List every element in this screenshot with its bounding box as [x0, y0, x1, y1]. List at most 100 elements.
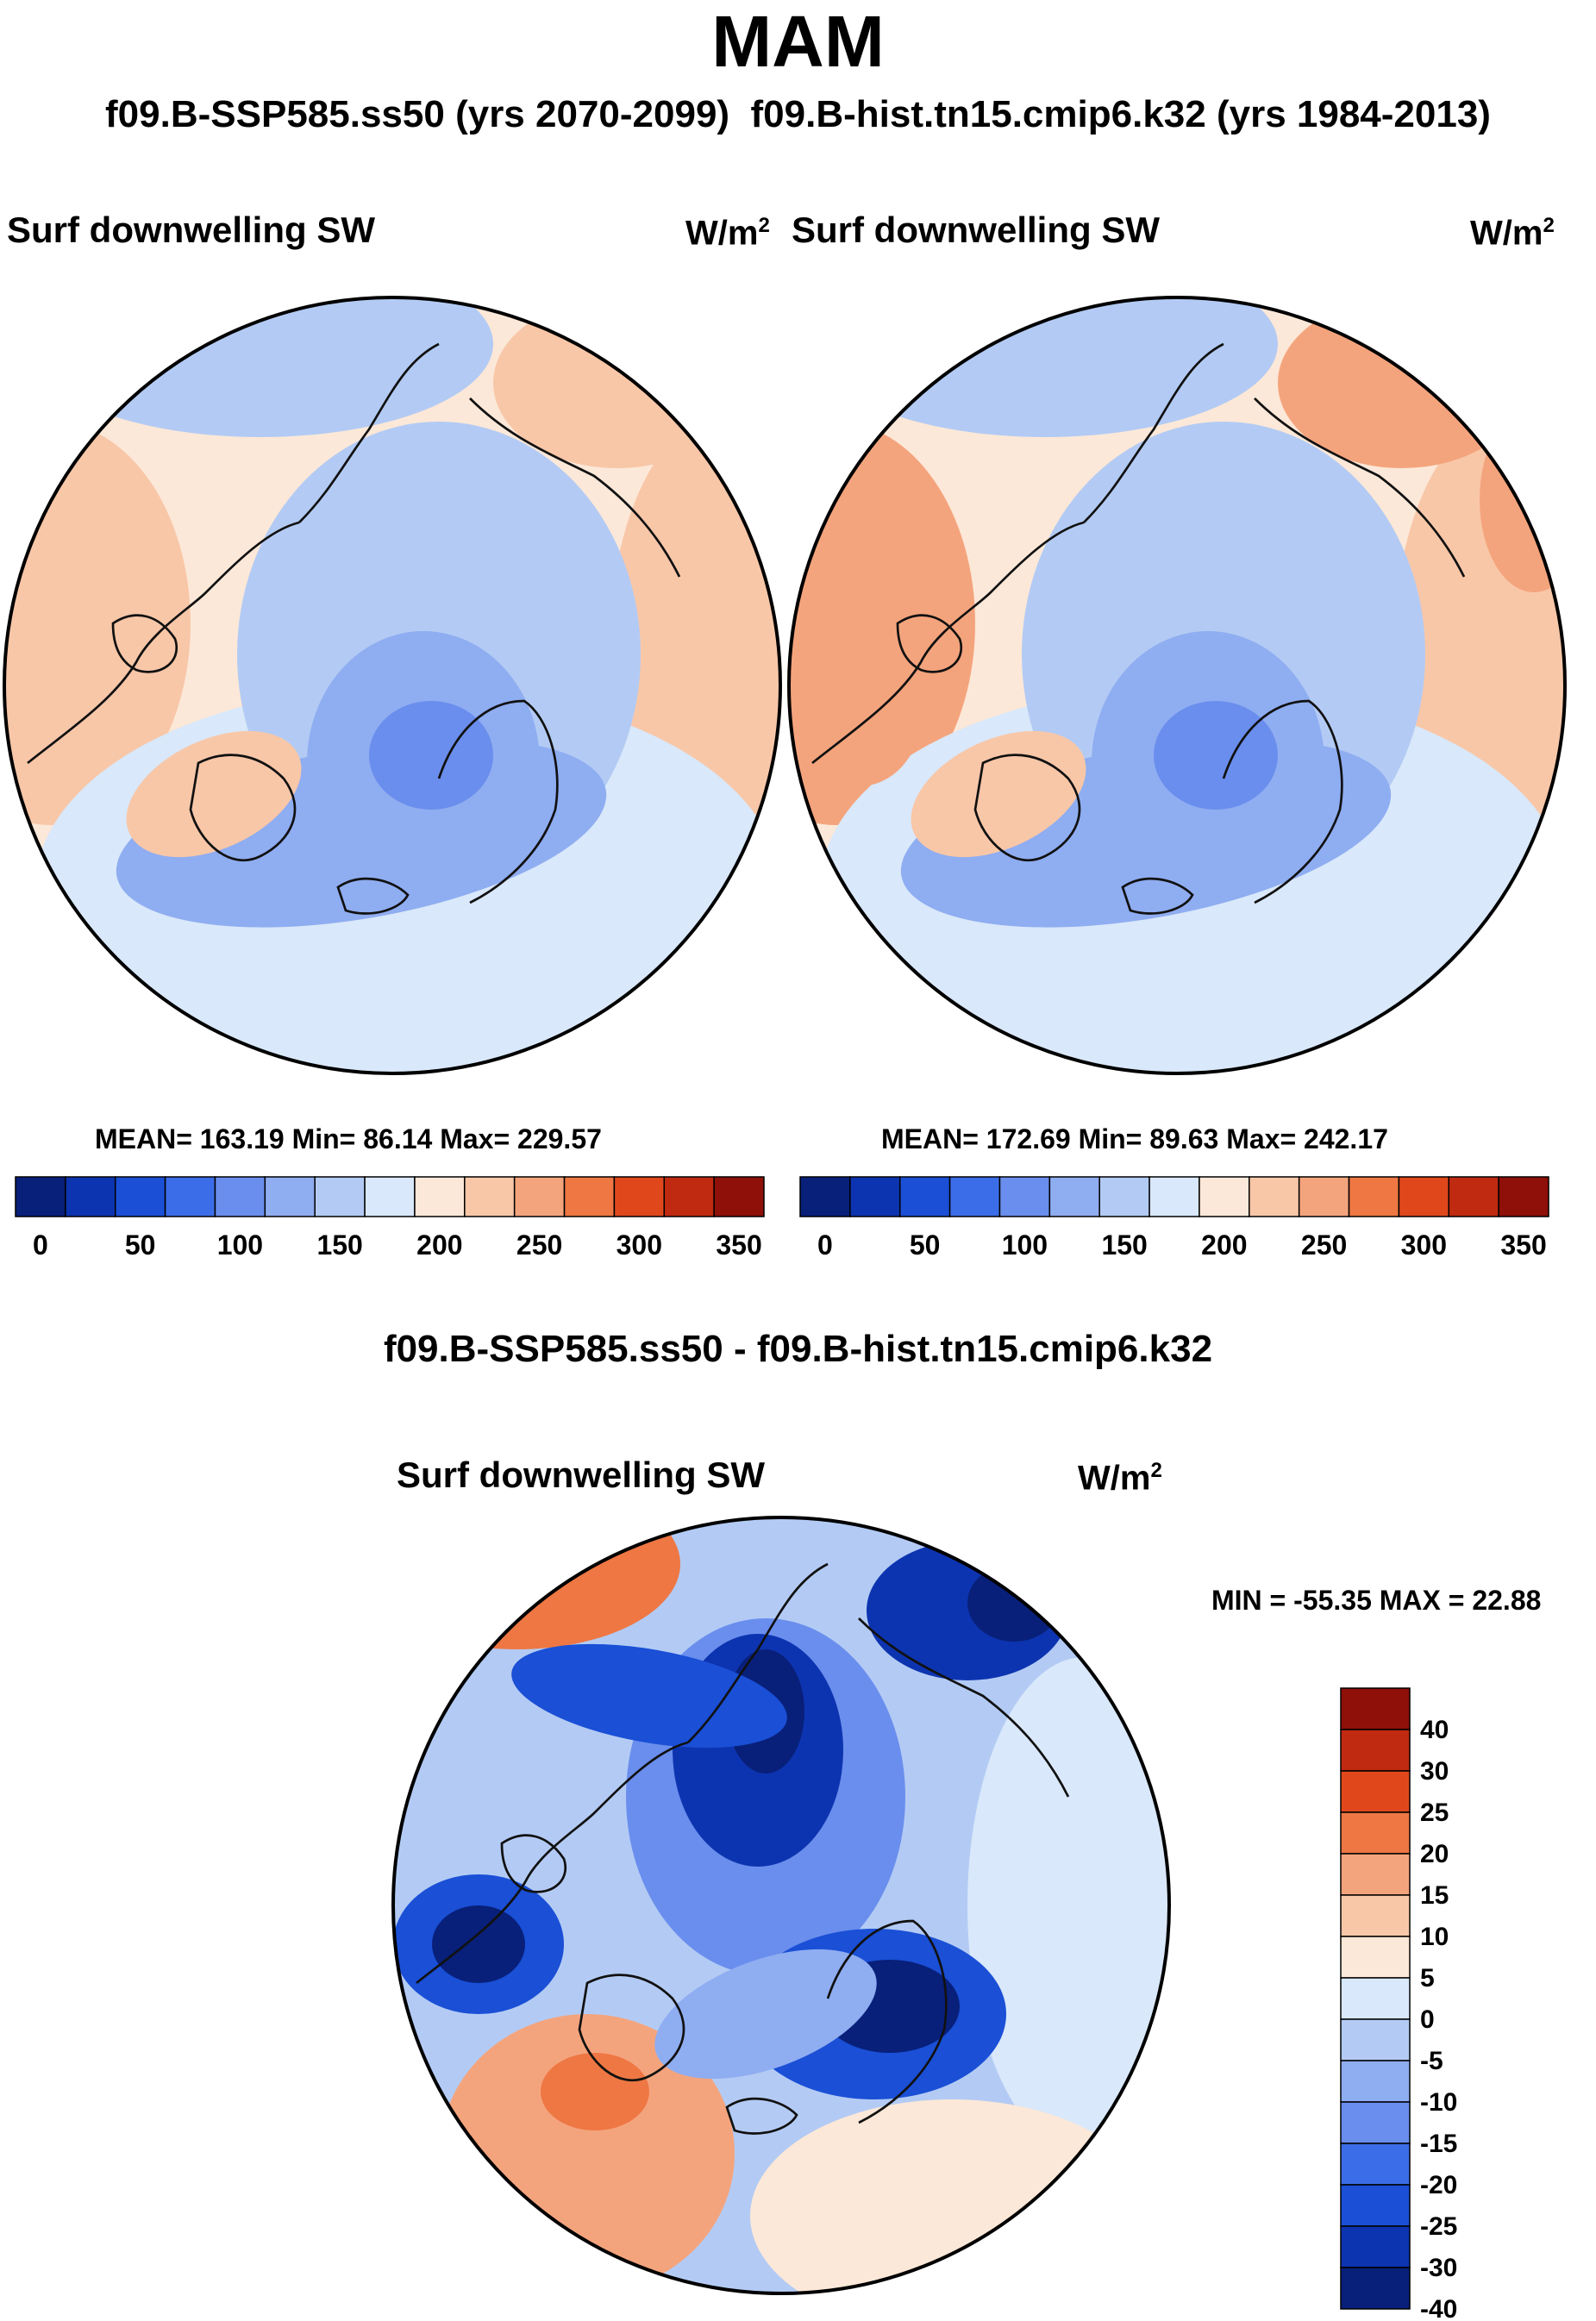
colorbar-tick-label: -5 — [1420, 2047, 1443, 2075]
colorbar-tick-label: 300 — [1401, 1229, 1447, 1261]
colorbar-cell — [1348, 1176, 1400, 1217]
colorbar-tick-label: 0 — [33, 1229, 48, 1261]
colorbar-tick-label: -10 — [1420, 2088, 1457, 2117]
colorbar-cell — [1340, 1729, 1411, 1772]
coastline-5 — [189, 754, 297, 862]
colorbar-tick-label: 15 — [1420, 1881, 1449, 1910]
colorbar-tick-label: 20 — [1420, 1840, 1449, 1868]
greenland-sea — [654, 1949, 877, 2080]
colorbar-cell — [1340, 2143, 1411, 2186]
colorbar-cell — [713, 1176, 765, 1217]
colorbar-cell — [264, 1176, 316, 1217]
colorbar-tick-label: -40 — [1420, 2295, 1457, 2321]
colorbar-cell — [1340, 1853, 1411, 1896]
colorbar-tick-label: 50 — [125, 1229, 156, 1261]
coastline-3 — [1254, 397, 1466, 578]
colorbar-cell — [1398, 1176, 1450, 1217]
colorbar-cell — [799, 1176, 851, 1217]
colorbar-cell — [948, 1176, 1001, 1217]
case-label: f09.B-SSP585.ss50 (yrs 2070-2099) — [105, 93, 730, 135]
colorbar-difference: 40 30 25 20 15 10 5 0 -5 -10 -15 -20 -25 -30 -40 — [1340, 1687, 1457, 2321]
coastline-7 — [500, 1834, 567, 1893]
colorbar-cell — [1340, 1811, 1411, 1855]
colorbar-cell — [1199, 1176, 1250, 1217]
coastline-1 — [416, 1741, 689, 1985]
colorbar-cell — [1098, 1176, 1150, 1217]
colorbar-cell — [1340, 1894, 1411, 1937]
colorbar-tick-label: 25 — [1420, 1799, 1449, 1827]
kamchatka-core — [867, 1541, 1068, 1680]
coastline-7 — [111, 614, 178, 673]
kamchatka-max — [967, 1564, 1061, 1642]
coastline-5 — [973, 754, 1081, 862]
cool-region-north — [28, 297, 494, 438]
colorbar-cell — [1048, 1176, 1100, 1217]
colorbar-cell — [364, 1176, 416, 1217]
colorbar-cell — [214, 1176, 266, 1217]
map-border — [3, 296, 783, 1076]
colorbar-tick-label: 0 — [817, 1229, 833, 1261]
colorbar-cell — [1340, 1687, 1411, 1730]
colorbar-tick-label: 350 — [1500, 1229, 1546, 1261]
colorbar-cell — [414, 1176, 466, 1217]
colorbar-cell — [1148, 1176, 1200, 1217]
colorbar-cell — [849, 1176, 901, 1217]
colorbar-tick-label: 150 — [1101, 1229, 1147, 1261]
weak-region-east — [967, 1657, 1170, 2155]
colorbar-tick-label: 150 — [316, 1229, 362, 1261]
colorbar-cell — [513, 1176, 566, 1217]
colorbar-cell — [998, 1176, 1051, 1217]
colorbar-tick-label: 200 — [416, 1229, 462, 1261]
colorbar-cell — [314, 1176, 366, 1217]
colorbar-tick-label: 300 — [616, 1229, 662, 1261]
map-panel-2 — [787, 296, 1568, 1076]
colorbar-cell — [663, 1176, 715, 1217]
difference-title: f09.B-SSP585.ss50 - f09.B-hist.tn15.cmip… — [383, 1328, 1213, 1370]
colorbar-cell — [114, 1176, 166, 1217]
colorbar-cell — [1340, 1770, 1411, 1813]
panel1-variable-title: Surf downwelling SW — [7, 210, 375, 250]
asia-warm — [1480, 406, 1566, 593]
colorbar-tick-label: -20 — [1420, 2171, 1457, 2199]
warm-region-nw — [393, 1517, 681, 1650]
colorbar-tick-label: 5 — [1420, 1964, 1435, 1993]
colorbar-cell — [1340, 2018, 1411, 2061]
colorbar-cell — [1340, 2060, 1411, 2103]
season-title: MAM — [711, 1, 885, 82]
coastline-1 — [811, 521, 1085, 765]
colorbar-cell — [613, 1176, 666, 1217]
coastline-4 — [826, 1919, 948, 2124]
coastline-1 — [27, 521, 300, 765]
colorbar-tick-label: 200 — [1201, 1229, 1247, 1261]
coastline-2 — [1083, 342, 1224, 523]
colorbar-cell — [1340, 2184, 1411, 2227]
map-fill — [4, 297, 781, 1074]
warm-region-west — [4, 422, 191, 826]
barents-core — [369, 701, 493, 810]
colorbar-tick-label: -25 — [1420, 2212, 1457, 2241]
colorbar-tick-label: 30 — [1420, 1757, 1449, 1786]
barents-core — [1154, 701, 1278, 810]
coastline-2 — [687, 1562, 829, 1743]
coastline-6 — [1121, 877, 1194, 915]
panel2-stats: MEAN= 172.69 Min= 89.63 Max= 242.17 — [881, 1123, 1388, 1154]
colorbar-cell — [1340, 2101, 1411, 2144]
colorbar-cell — [15, 1176, 66, 1217]
map-panel-1 — [3, 296, 783, 1076]
colorbar-tick-label: -15 — [1420, 2130, 1457, 2158]
warm-core-atlantic — [541, 2053, 649, 2130]
colorbar-cell — [65, 1176, 116, 1217]
panel1-units: W/m2 — [685, 214, 770, 253]
colorbar-tick-label: 250 — [516, 1229, 562, 1261]
greenland-warm — [126, 730, 302, 858]
colorbar-cell — [1249, 1176, 1300, 1217]
diff-minmax: MIN = -55.35 MAX = 22.88 — [1211, 1585, 1542, 1616]
map-border — [787, 296, 1568, 1076]
colorbar-tick-label: 100 — [217, 1229, 263, 1261]
colorbar-cell — [1448, 1176, 1499, 1217]
colorbar-cell — [1340, 2225, 1411, 2268]
hudson-warm — [797, 647, 921, 786]
colorbar-cell — [1340, 2267, 1411, 2310]
panel2-variable-title: Surf downwelling SW — [792, 210, 1160, 250]
